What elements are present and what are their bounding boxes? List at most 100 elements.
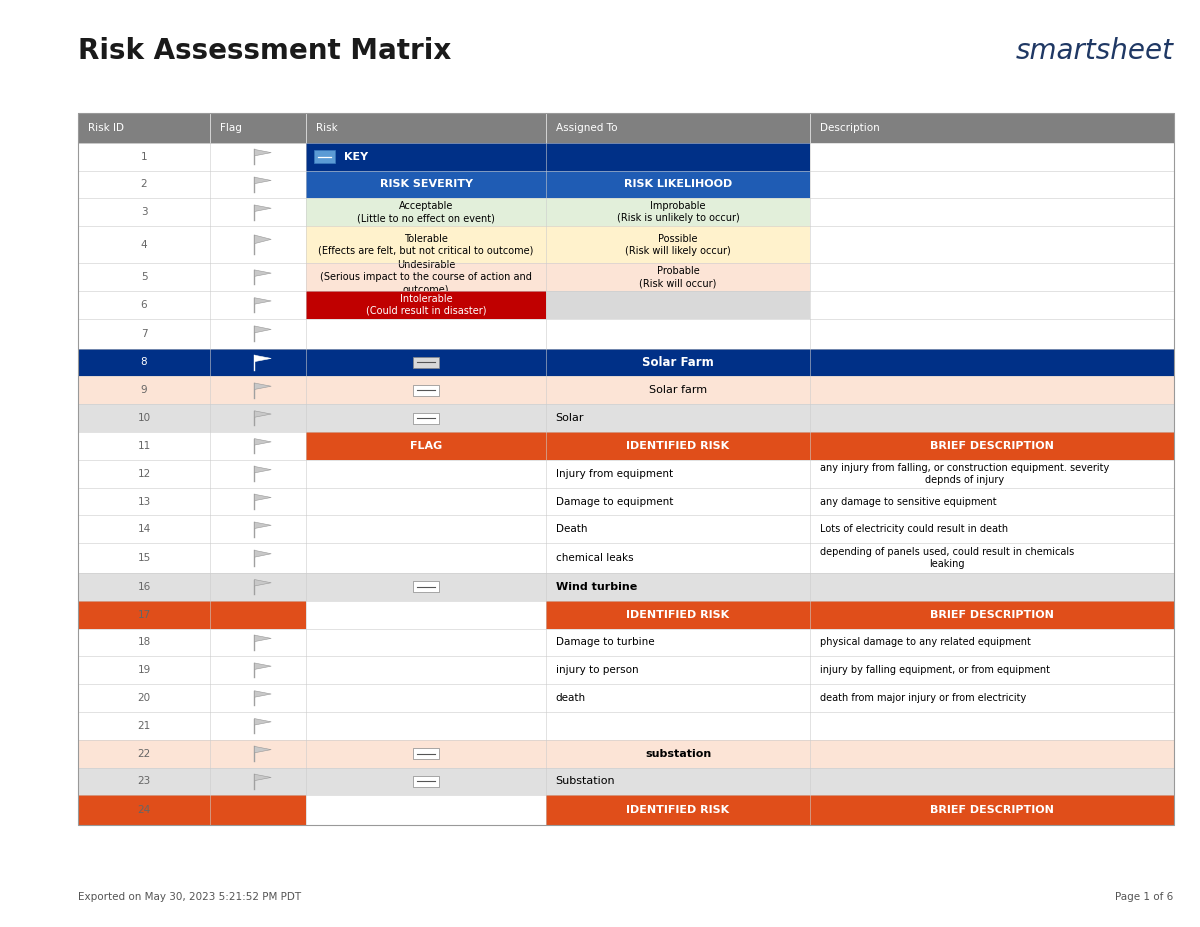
Bar: [78, 291, 210, 319]
Text: 21: 21: [137, 721, 151, 730]
Bar: [306, 573, 546, 601]
Bar: [306, 226, 546, 263]
Bar: [810, 460, 1174, 488]
Bar: [78, 543, 1174, 573]
Bar: [306, 291, 546, 319]
Bar: [210, 432, 306, 460]
Text: Injury from equipment: Injury from equipment: [556, 469, 673, 478]
Bar: [810, 291, 1174, 319]
Bar: [78, 601, 1174, 629]
Text: 13: 13: [137, 497, 151, 506]
Text: 12: 12: [137, 469, 151, 478]
Bar: [210, 226, 306, 263]
Bar: [306, 404, 546, 432]
Bar: [78, 404, 1174, 432]
Bar: [78, 349, 1174, 376]
Text: Description: Description: [820, 123, 880, 133]
Bar: [210, 768, 306, 795]
Bar: [810, 263, 1174, 291]
Bar: [306, 349, 546, 376]
Polygon shape: [254, 411, 271, 417]
Bar: [210, 656, 306, 684]
Bar: [78, 795, 1174, 825]
Bar: [810, 573, 1174, 601]
Bar: [78, 573, 210, 601]
Bar: [546, 376, 810, 404]
Bar: [78, 291, 1174, 319]
Text: 3: 3: [140, 208, 148, 217]
Bar: [546, 143, 810, 171]
Text: 16: 16: [137, 582, 151, 591]
Polygon shape: [254, 774, 271, 781]
Text: 1: 1: [140, 152, 148, 161]
Bar: [810, 432, 1174, 460]
Bar: [210, 543, 306, 573]
Text: BRIEF DESCRIPTION: BRIEF DESCRIPTION: [930, 441, 1054, 451]
Bar: [78, 263, 210, 291]
Bar: [810, 319, 1174, 349]
Bar: [78, 768, 1174, 795]
Bar: [810, 143, 1174, 171]
Bar: [546, 515, 810, 543]
Bar: [210, 515, 306, 543]
Bar: [810, 171, 1174, 198]
Bar: [78, 263, 1174, 291]
Text: any damage to sensitive equipment: any damage to sensitive equipment: [820, 497, 996, 506]
Text: substation: substation: [644, 749, 712, 758]
Bar: [810, 795, 1174, 825]
Bar: [810, 291, 1174, 319]
Bar: [306, 171, 546, 198]
Bar: [546, 376, 810, 404]
Text: Possible
(Risk will likely occur): Possible (Risk will likely occur): [625, 234, 731, 256]
Text: Tolerable
(Effects are felt, but not critical to outcome): Tolerable (Effects are felt, but not cri…: [318, 234, 534, 256]
Bar: [78, 601, 210, 629]
Polygon shape: [254, 607, 271, 614]
Bar: [78, 684, 1174, 712]
Bar: [78, 143, 210, 171]
Polygon shape: [254, 177, 271, 184]
Bar: [210, 263, 306, 291]
Text: 6: 6: [140, 300, 148, 310]
Bar: [413, 748, 439, 759]
Bar: [306, 263, 546, 291]
Text: Assigned To: Assigned To: [556, 123, 617, 133]
Bar: [810, 656, 1174, 684]
Bar: [306, 171, 546, 198]
Bar: [546, 404, 810, 432]
Bar: [306, 795, 546, 825]
Bar: [78, 488, 1174, 515]
Bar: [546, 515, 810, 543]
Bar: [810, 543, 1174, 573]
Bar: [306, 768, 546, 795]
Text: Undesirable
(Serious impact to the course of action and
outcome): Undesirable (Serious impact to the cours…: [320, 260, 532, 294]
Bar: [78, 143, 1174, 171]
Polygon shape: [254, 298, 271, 304]
Bar: [78, 319, 210, 349]
Text: 5: 5: [140, 273, 148, 282]
Bar: [546, 143, 810, 171]
Bar: [306, 488, 546, 515]
Bar: [306, 601, 546, 629]
Bar: [546, 263, 810, 291]
Polygon shape: [254, 551, 271, 557]
Text: Damage to turbine: Damage to turbine: [556, 638, 654, 647]
Polygon shape: [254, 522, 271, 528]
Bar: [546, 488, 810, 515]
Bar: [306, 543, 546, 573]
Bar: [78, 198, 1174, 226]
Text: Intolerable
(Could result in disaster): Intolerable (Could result in disaster): [366, 294, 486, 316]
Bar: [810, 712, 1174, 740]
Bar: [810, 349, 1174, 376]
Polygon shape: [254, 718, 271, 725]
Bar: [546, 349, 810, 376]
Bar: [413, 413, 439, 424]
Text: 7: 7: [140, 329, 148, 338]
Bar: [314, 150, 335, 163]
Bar: [78, 684, 210, 712]
Bar: [546, 460, 810, 488]
Bar: [306, 684, 546, 712]
Bar: [546, 198, 810, 226]
Text: 23: 23: [137, 777, 151, 786]
Text: 15: 15: [137, 553, 151, 563]
Bar: [306, 432, 546, 460]
